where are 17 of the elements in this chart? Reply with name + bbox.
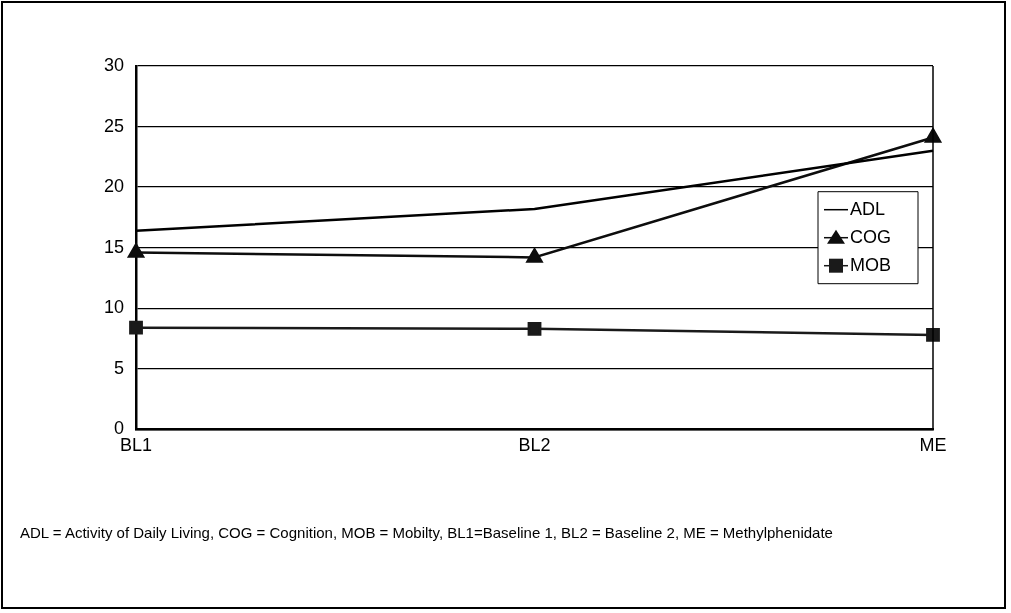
- point: [926, 328, 940, 342]
- y-tick-label: 15: [103, 236, 125, 257]
- point: [526, 248, 543, 263]
- y-tick-label: 20: [103, 176, 125, 197]
- x-tick-label: ME: [919, 435, 947, 456]
- point: [127, 243, 145, 258]
- legend-label: ADL: [850, 198, 886, 219]
- y-tick-label: 5: [114, 357, 125, 378]
- text: ADL = Activity of Daily Living, COG = Cognition, MOB = Mobilty, BL1=Baseline 1, BL2 = Baseline 2, ME = Methylphenidate: [20, 524, 834, 542]
- point: [527, 321, 542, 336]
- y-tick-label: 10: [103, 297, 125, 318]
- y-tick-label: 25: [103, 115, 125, 136]
- legend-label: COG: [850, 226, 892, 247]
- legend-label: MOB: [850, 254, 892, 275]
- y-tick-label: 30: [103, 54, 125, 75]
- point: [129, 320, 143, 335]
- x-tick-label: BL2: [518, 435, 551, 456]
